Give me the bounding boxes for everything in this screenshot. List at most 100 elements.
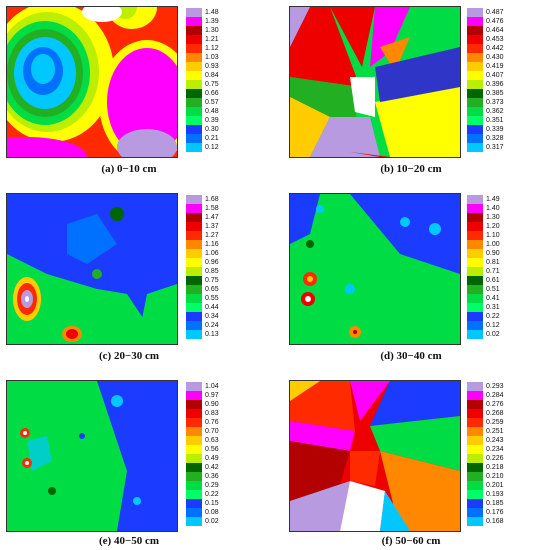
legend-tick-label: 0.453 [486, 36, 504, 43]
legend-swatch [186, 427, 202, 436]
legend-swatch [186, 195, 202, 204]
legend-swatch [467, 195, 483, 204]
legend-tick-label: 0.284 [486, 392, 504, 399]
legend-swatch [467, 508, 483, 517]
legend-swatch [186, 294, 202, 303]
legend-swatch [186, 285, 202, 294]
legend-tick-label: 0.30 [205, 126, 219, 133]
legend-tick-label: 0.02 [205, 518, 219, 525]
legend-swatch [186, 276, 202, 285]
legend-tick-label: 0.317 [486, 144, 504, 151]
legend-tick-label: 0.276 [486, 401, 504, 408]
legend-tick-label: 0.83 [205, 410, 219, 417]
legend-tick-label: 0.49 [205, 455, 219, 462]
legend-tick-label: 0.56 [205, 446, 219, 453]
legend-swatch [186, 490, 202, 499]
legend-tick-label: 0.31 [486, 304, 500, 311]
legend-tick-label: 1.03 [205, 54, 219, 61]
legend-swatch [186, 454, 202, 463]
legend-tick-label: 1.10 [486, 232, 500, 239]
legend-tick-label: 1.30 [486, 214, 500, 221]
legend-swatch [467, 80, 483, 89]
map-f [289, 380, 461, 532]
legend-tick-label: 0.39 [205, 117, 219, 124]
panel-e: 1.04 0.97 0.90 0.83 0.76 0.70 0.63 0.56 0.49 0.42… [6, 380, 252, 550]
legend-tick-label: 0.02 [486, 331, 500, 338]
legend-swatch [467, 53, 483, 62]
legend-tick-label: 0.66 [205, 90, 219, 97]
legend-swatch [186, 445, 202, 454]
legend-swatch [467, 62, 483, 71]
panel-f: 0.293 0.284 0.276 0.268 0.259 0.251 0.243 0.234… [289, 380, 533, 550]
legend-tick-label: 0.419 [486, 63, 504, 70]
legend-tick-label: 0.48 [205, 108, 219, 115]
legend-tick-label: 0.442 [486, 45, 504, 52]
legend-tick-label: 0.90 [486, 250, 500, 257]
legend-tick-label: 0.351 [486, 117, 504, 124]
legend-swatch [467, 258, 483, 267]
legend-tick-label: 0.84 [205, 72, 219, 79]
legend-swatch [186, 71, 202, 80]
legend-swatch [186, 80, 202, 89]
legend-tick-label: 0.201 [486, 482, 504, 489]
legend-tick-label: 1.21 [205, 36, 219, 43]
legend-tick-label: 0.97 [205, 392, 219, 399]
legend-tick-label: 0.487 [486, 9, 504, 16]
legend-swatch [186, 418, 202, 427]
legend-tick-label: 0.339 [486, 126, 504, 133]
legend-swatch [467, 481, 483, 490]
legend-swatch [467, 44, 483, 53]
caption-b: (b) 10−20 cm [380, 163, 442, 175]
legend-swatch [186, 143, 202, 152]
legend-swatch [467, 285, 483, 294]
legend-swatch [467, 134, 483, 143]
legend-swatch [186, 321, 202, 330]
legend-tick-label: 1.30 [205, 27, 219, 34]
legend-tick-label: 0.70 [205, 428, 219, 435]
legend-swatch [467, 445, 483, 454]
legend-swatch [467, 222, 483, 231]
legend-swatch [186, 35, 202, 44]
caption-f: (f) 50−60 cm [381, 535, 441, 547]
legend-swatch [186, 134, 202, 143]
legend-tick-label: 1.48 [205, 9, 219, 16]
legend-tick-label: 1.00 [486, 241, 500, 248]
map-c [6, 193, 178, 345]
legend-tick-label: 0.476 [486, 18, 504, 25]
legend-swatch [186, 8, 202, 17]
legend-swatch [467, 427, 483, 436]
legend-tick-label: 0.464 [486, 27, 504, 34]
legend-tick-label: 0.41 [486, 295, 500, 302]
legend-tick-label: 0.373 [486, 99, 504, 106]
legend-swatch [467, 213, 483, 222]
legend-swatch [467, 409, 483, 418]
legend-swatch [186, 382, 202, 391]
legend-swatch [186, 330, 202, 339]
legend-swatch [186, 17, 202, 26]
legend-swatch [186, 409, 202, 418]
panel-a: 1.48 1.39 1.30 1.21 1.12 1.03 0.93 0.84 0.75 0.66… [6, 6, 252, 181]
legend-tick-label: 0.08 [205, 509, 219, 516]
legend-tick-label: 0.234 [486, 446, 504, 453]
legend-swatch [467, 249, 483, 258]
legend-swatch [467, 330, 483, 339]
legend-tick-label: 0.218 [486, 464, 504, 471]
legend-tick-label: 0.12 [205, 144, 219, 151]
legend-swatch [186, 116, 202, 125]
legend-swatch [467, 143, 483, 152]
legend-swatch [186, 222, 202, 231]
legend-tick-label: 0.13 [205, 331, 219, 338]
legend-tick-label: 0.55 [205, 295, 219, 302]
legend-swatch [467, 107, 483, 116]
legend-tick-label: 0.51 [486, 286, 500, 293]
legend-swatch [186, 213, 202, 222]
legend-tick-label: 0.42 [205, 464, 219, 471]
legend-swatch [186, 499, 202, 508]
legend-tick-label: 0.57 [205, 99, 219, 106]
legend-tick-label: 0.22 [486, 313, 500, 320]
map-e [6, 380, 178, 532]
legend-swatch [467, 231, 483, 240]
legend-tick-label: 0.251 [486, 428, 504, 435]
legend-swatch [186, 26, 202, 35]
legend-swatch [467, 26, 483, 35]
